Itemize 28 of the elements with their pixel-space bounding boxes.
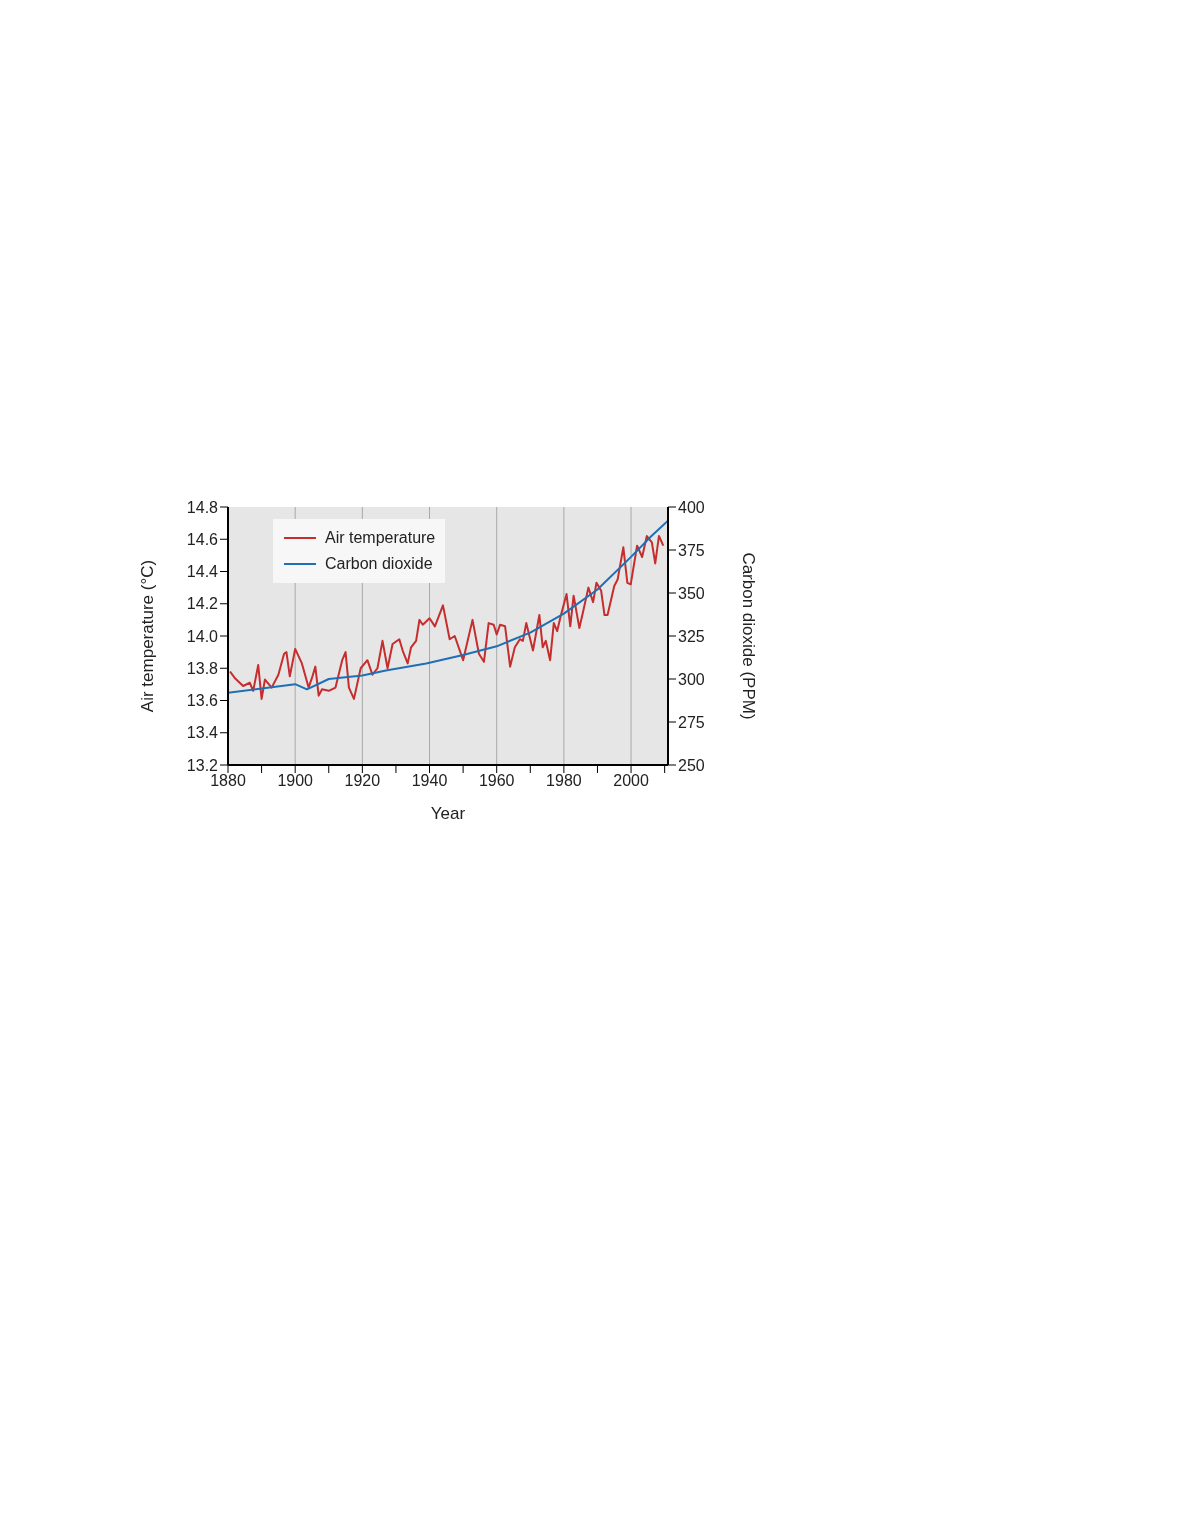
y-tick-label: 13.2 — [186, 756, 219, 774]
y-tick-label: 14.4 — [186, 563, 219, 581]
y2-tick-label: 375 — [678, 541, 705, 559]
y2-tick-label: 300 — [678, 670, 705, 688]
y-tick-label: 14.2 — [186, 595, 219, 613]
y2-tick-label: 400 — [678, 498, 705, 516]
x-tick-label: 1960 — [478, 772, 515, 790]
x-tick-label: 1940 — [411, 772, 448, 790]
y2-tick-label: 350 — [678, 584, 705, 602]
y-tick-label: 14.6 — [186, 530, 219, 548]
y-tick-label: 14.8 — [186, 498, 219, 516]
x-tick-label: 1980 — [546, 772, 582, 790]
y-tick-label: 13.6 — [186, 692, 219, 710]
y2-tick-label: 250 — [678, 756, 705, 774]
x-axis-title: Year — [430, 804, 466, 823]
y2-tick-label: 275 — [678, 713, 705, 731]
y2-axis-title: Carbon dioxide (PPM) — [738, 552, 758, 720]
y-tick-label: 14.0 — [186, 627, 219, 645]
x-tick-label: 2000 — [613, 772, 649, 790]
legend-label: Air temperature — [325, 528, 436, 548]
y-tick-label: 13.4 — [186, 724, 219, 742]
x-tick-label: 1900 — [277, 772, 314, 790]
y-axis-title: Air temperature (°C) — [138, 559, 158, 713]
legend-label: Carbon dioxide — [325, 554, 433, 574]
y2-tick-label: 325 — [678, 627, 705, 645]
x-tick-label: 1880 — [210, 772, 246, 790]
y-tick-label: 13.8 — [186, 659, 219, 677]
x-tick-label: 1920 — [344, 772, 381, 790]
